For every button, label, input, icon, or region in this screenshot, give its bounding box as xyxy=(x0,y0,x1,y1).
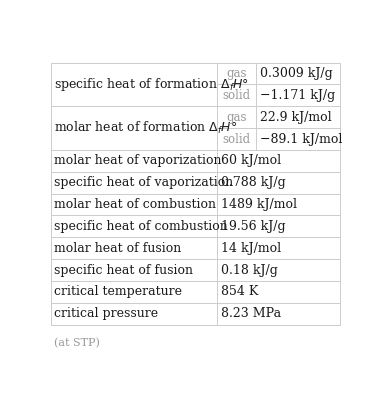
Text: critical temperature: critical temperature xyxy=(54,286,182,298)
Text: critical pressure: critical pressure xyxy=(54,307,158,320)
Text: 0.788 kJ/g: 0.788 kJ/g xyxy=(221,176,286,189)
Text: 22.9 kJ/mol: 22.9 kJ/mol xyxy=(261,111,332,124)
Text: −1.171 kJ/g: −1.171 kJ/g xyxy=(261,89,336,102)
Text: 8.23 MPa: 8.23 MPa xyxy=(221,307,282,320)
Text: molar heat of combustion: molar heat of combustion xyxy=(54,198,216,211)
Text: solid: solid xyxy=(223,132,251,145)
Bar xyxy=(51,63,340,324)
Text: gas: gas xyxy=(226,67,247,80)
Text: 60 kJ/mol: 60 kJ/mol xyxy=(221,154,282,167)
Text: 0.18 kJ/g: 0.18 kJ/g xyxy=(221,264,278,277)
Text: 19.56 kJ/g: 19.56 kJ/g xyxy=(221,220,286,233)
Text: gas: gas xyxy=(226,111,247,124)
Text: (at STP): (at STP) xyxy=(54,338,100,348)
Text: specific heat of formation $\Delta_f H°$: specific heat of formation $\Delta_f H°$ xyxy=(54,76,250,93)
Text: 1489 kJ/mol: 1489 kJ/mol xyxy=(221,198,298,211)
Text: specific heat of fusion: specific heat of fusion xyxy=(54,264,194,277)
Text: molar heat of fusion: molar heat of fusion xyxy=(54,242,182,255)
Text: 854 K: 854 K xyxy=(221,286,259,298)
Text: −89.1 kJ/mol: −89.1 kJ/mol xyxy=(261,132,343,145)
Text: specific heat of vaporization: specific heat of vaporization xyxy=(54,176,234,189)
Text: solid: solid xyxy=(223,89,251,102)
Text: molar heat of formation $\Delta_f H°$: molar heat of formation $\Delta_f H°$ xyxy=(54,120,238,136)
Text: 0.3009 kJ/g: 0.3009 kJ/g xyxy=(261,67,333,80)
Text: molar heat of vaporization: molar heat of vaporization xyxy=(54,154,222,167)
Text: 14 kJ/mol: 14 kJ/mol xyxy=(221,242,282,255)
Text: specific heat of combustion: specific heat of combustion xyxy=(54,220,228,233)
